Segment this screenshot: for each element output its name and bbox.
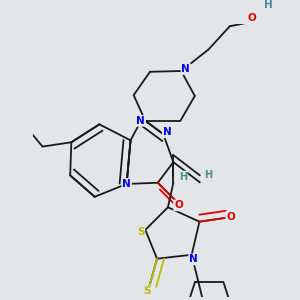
Text: H: H <box>178 172 187 182</box>
Text: N: N <box>163 127 172 137</box>
Text: H: H <box>264 0 273 10</box>
Text: O: O <box>226 212 235 222</box>
Text: O: O <box>174 200 183 210</box>
Text: N: N <box>189 254 198 265</box>
Text: O: O <box>247 13 256 23</box>
Text: N: N <box>136 116 145 126</box>
Text: S: S <box>137 227 144 237</box>
Text: N: N <box>182 64 190 74</box>
Text: S: S <box>143 286 151 296</box>
Text: N: N <box>122 179 131 189</box>
Text: H: H <box>204 170 212 180</box>
